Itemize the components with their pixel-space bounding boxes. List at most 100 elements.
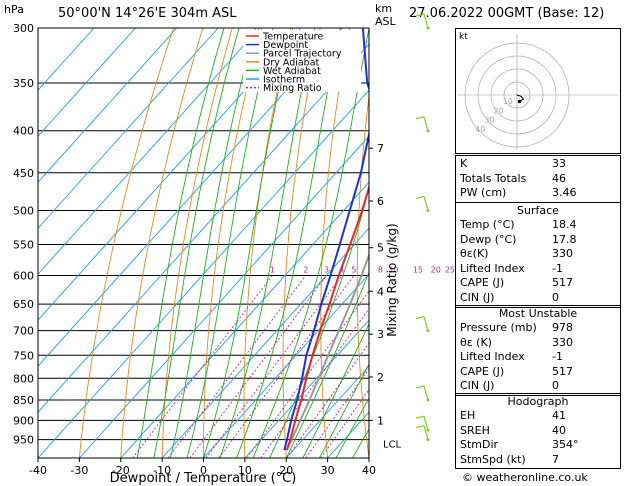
hodograph-ring	[464, 42, 570, 148]
wind-barb-base	[426, 438, 430, 442]
wind-barb-base	[426, 26, 430, 30]
temp-tick-label: 40	[362, 464, 376, 477]
pressure-tick-label: 500	[13, 204, 34, 217]
dry-adiabat-line	[356, 92, 369, 458]
pressure-tick-label: 800	[13, 372, 34, 385]
height-tick-label: 3	[377, 328, 384, 341]
pressure-tick-label: 450	[13, 167, 34, 180]
hodograph-ring	[503, 81, 531, 109]
unstable-row-label: θε (K)	[460, 335, 492, 349]
hodograph-table-title: Hodograph	[507, 395, 569, 408]
isotherm-line	[38, 28, 178, 183]
hodograph-table: Hodograph EH 41 SREH 40 StmDir 354° StmSpd (kt…	[455, 393, 621, 470]
mixing-ratio-line	[305, 368, 369, 458]
height-tick-label: 5	[377, 242, 384, 255]
wet-adiabat-line	[203, 28, 294, 458]
indices-table: K 33 Totals Totals 46 PW (cm) 3.46	[455, 155, 621, 203]
unstable-row: CAPE (J) 517	[460, 365, 616, 380]
wet-adiabat-line	[335, 397, 369, 458]
wet-adiabat-line	[136, 28, 225, 458]
station-title: 50°00'N 14°26'E 304m ASL	[58, 6, 237, 21]
hodograph-ring-label: 40	[475, 125, 485, 134]
unstable-table-title: Most Unstable	[498, 307, 578, 320]
surface-row-label: CAPE (J)	[460, 276, 505, 290]
wind-barb-base	[426, 428, 430, 432]
unstable-row: Pressure (mb) 978	[460, 321, 616, 336]
hodograph-unit-label: kt	[459, 32, 468, 42]
mixing-ratio-label: 10	[388, 266, 398, 275]
wet-adiabat-line	[186, 28, 274, 458]
unstable-row: CIN (J) 0	[460, 379, 616, 394]
hodograph-table-row-label: EH	[460, 409, 476, 422]
unstable-row-value: 0	[552, 379, 559, 393]
hodograph-trace	[516, 94, 525, 102]
wind-barb-staff	[423, 425, 429, 440]
mixing-ratio-line	[260, 308, 369, 458]
copyright-footer: © weatheronline.co.uk	[462, 471, 588, 484]
unstable-row-value: 978	[552, 321, 573, 334]
temp-tick-label: 10	[238, 464, 252, 477]
wind-barb-staff	[423, 196, 429, 211]
surface-row-label: Lifted Index	[460, 261, 525, 275]
wet-adiabat-line	[169, 28, 256, 458]
mixing-ratio-label: 20	[431, 266, 441, 275]
mixing-ratio-line	[189, 275, 327, 458]
unstable-row-label: CIN (J)	[460, 379, 495, 393]
unstable-row-label: CAPE (J)	[460, 364, 505, 378]
pressure-tick-label: 850	[13, 394, 34, 407]
hodograph-table-row: SREH 40	[460, 424, 616, 439]
height-tick-label: 4	[377, 285, 384, 298]
pressure-tick-label: 600	[13, 270, 34, 283]
indices-row-value: 3.46	[552, 186, 577, 200]
legend-entry: Isotherm	[263, 75, 305, 86]
wind-barb-flag	[415, 195, 425, 200]
indices-row-label: PW (cm)	[460, 186, 507, 200]
isotherm-line	[244, 319, 369, 458]
hodograph-table-row-value: 354°	[552, 438, 579, 452]
wind-barb-flag	[415, 316, 425, 320]
temp-tick-label: -30	[70, 464, 88, 477]
legend-entry: Parcel Trajectory	[263, 49, 342, 60]
mixing-ratio-label: 1	[270, 266, 275, 275]
datetime-title: 27.06.2022 00GMT (Base: 12)	[409, 6, 605, 21]
surface-row: θε(K) 330	[460, 247, 616, 262]
hodograph-table-row: EH 41	[460, 409, 616, 424]
asl-label: ASL	[375, 15, 396, 28]
height-tick-label: 2	[377, 371, 384, 384]
mixing-ratio-line	[167, 275, 307, 458]
unstable-row-label: Lifted Index	[460, 350, 525, 364]
wind-barb-flag	[415, 13, 425, 17]
wind-barb-flag	[415, 425, 425, 429]
dry-adiabat-line	[161, 28, 233, 458]
surface-table: Surface Temp (°C) 18.4 Dewp (°C) 17.8 θε(K) 3…	[455, 202, 621, 308]
pressure-tick-label: 350	[13, 77, 34, 90]
mixing-ratio-axis-label: Mixing Ratio (g/kg)	[385, 223, 399, 336]
unstable-table: Most Unstable Pressure (mb) 978 θε (K) 330 L…	[455, 305, 621, 396]
hodograph-table-row: StmDir 354°	[460, 438, 616, 453]
indices-row: Totals Totals 46	[460, 172, 616, 187]
wind-barb-flag	[415, 415, 425, 419]
pressure-tick-label: 700	[13, 325, 34, 338]
surface-row: CIN (J) 0	[460, 291, 616, 306]
hodograph-table-row: StmSpd (kt) 7	[460, 453, 616, 468]
indices-row-label: K	[460, 157, 468, 170]
surface-row-value: 517	[552, 276, 573, 290]
dry-adiabat-line	[78, 28, 175, 458]
wet-adiabat-line	[153, 28, 240, 458]
mixing-ratio-label: 2	[303, 266, 308, 275]
surface-row: Lifted Index -1	[460, 262, 616, 277]
isotherm-line	[38, 89, 369, 458]
surface-row: CAPE (J) 517	[460, 276, 616, 291]
unstable-row: Lifted Index -1	[460, 350, 616, 365]
isotherm-line	[203, 273, 369, 458]
surface-row-value: 17.8	[552, 232, 577, 246]
pressure-tick-label: 550	[13, 238, 34, 251]
isotherm-line	[38, 28, 302, 321]
unstable-row-value: 330	[552, 335, 573, 349]
km-label: km	[375, 2, 393, 15]
hodograph-ring	[477, 55, 557, 135]
surface-row-value: -1	[552, 261, 563, 275]
surface-row-label: θε(K)	[460, 247, 489, 261]
